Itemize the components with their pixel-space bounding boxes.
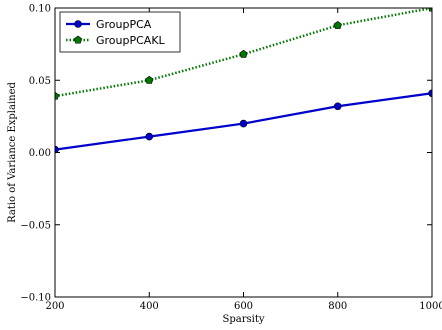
data-point: [55, 145, 59, 154]
legend-marker: [74, 20, 82, 28]
x-tick-label: 1000: [419, 301, 442, 312]
series-grouppcakl: [55, 8, 432, 100]
data-point: [55, 91, 60, 100]
data-point: [239, 119, 248, 128]
legend-box: [59, 11, 181, 53]
y-axis-title: Ratio of Variance Explained: [7, 81, 18, 222]
legend-label: GroupPCAKL: [96, 34, 166, 47]
series-layer: [55, 8, 432, 154]
legend-label: GroupPCA: [96, 18, 152, 31]
x-tick-label: 600: [234, 301, 253, 312]
data-point: [145, 75, 154, 84]
y-tick-label: 0.10: [29, 4, 51, 15]
x-axis-title: Sparsity: [223, 314, 265, 325]
x-tick-label: 800: [328, 301, 347, 312]
data-point: [333, 20, 342, 29]
series-grouppca: [55, 89, 432, 154]
y-tick-label: −0.05: [20, 220, 51, 231]
data-point: [428, 8, 432, 12]
data-point: [333, 102, 342, 111]
legend-item: GroupPCAKL: [66, 34, 166, 47]
x-tick-label: 400: [140, 301, 159, 312]
legend-marker: [73, 35, 83, 44]
legend: GroupPCA GroupPCAKL: [59, 11, 181, 53]
y-tick-label: −0.10: [20, 293, 51, 304]
data-point: [428, 89, 432, 98]
x-tick-label: 200: [45, 301, 64, 312]
legend-item: GroupPCA: [66, 18, 152, 31]
data-point: [145, 132, 154, 141]
data-point: [239, 49, 248, 58]
ticks-layer: 200 400 600 800 1000 −0.10 −0.05 0.00 0.05 0.10: [20, 4, 442, 313]
y-tick-label: 0.00: [29, 148, 51, 159]
y-tick-label: 0.05: [29, 76, 51, 87]
